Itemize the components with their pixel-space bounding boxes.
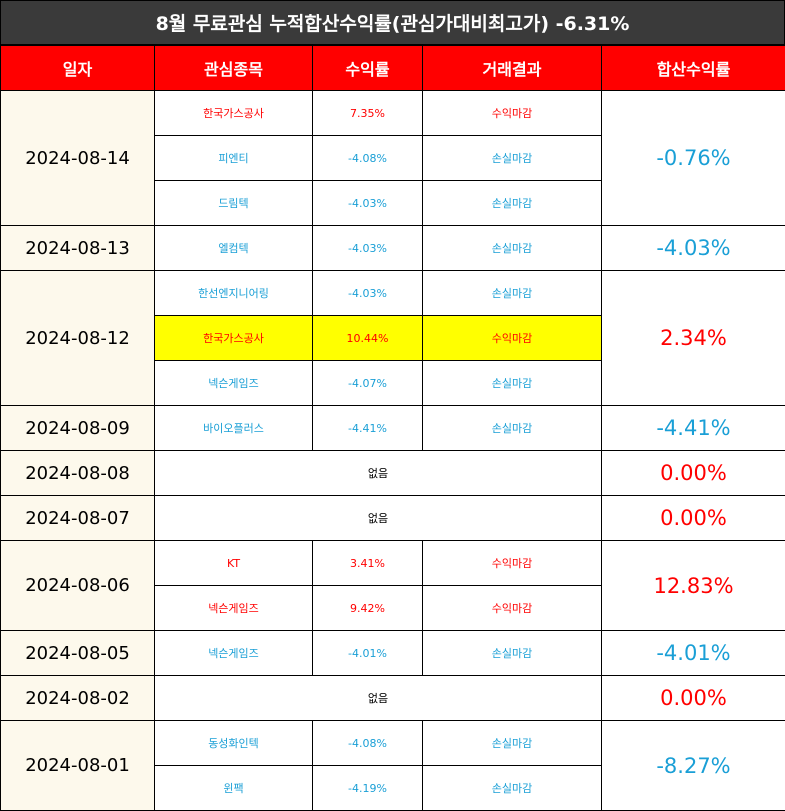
stock-cell: 윈팩 <box>154 765 313 811</box>
date-cell: 2024-08-02 <box>0 675 155 721</box>
stock-cell: KT <box>154 540 313 586</box>
return-cell: -4.19% <box>312 765 423 811</box>
stock-cell: 넥슨게임즈 <box>154 585 313 631</box>
result-cell: 수익마감 <box>422 540 602 586</box>
return-cell: -4.03% <box>312 225 423 271</box>
table-row: 한국가스공사 10.44% 수익마감 <box>1 315 785 361</box>
return-cell: 9.42% <box>312 585 423 631</box>
header-return: 수익률 <box>312 45 423 91</box>
table-row: 드림텍 -4.03% 손실마감 <box>1 180 785 226</box>
header-total: 합산수익률 <box>601 45 785 91</box>
total-return-cell: -8.27% <box>601 720 785 811</box>
page-title: 8월 무료관심 누적합산수익률(관심가대비최고가) -6.31% <box>0 0 785 45</box>
table-row: 윈팩 -4.19% 손실마감 <box>1 765 785 811</box>
table-row: 피엔티 -4.08% 손실마감 <box>1 135 785 181</box>
result-cell: 손실마감 <box>422 720 602 766</box>
return-cell: -4.08% <box>312 720 423 766</box>
stock-cell: 드림텍 <box>154 180 313 226</box>
total-return-cell: 12.83% <box>601 540 785 631</box>
table-row: 2024-08-08 없음 0.00% <box>0 450 785 496</box>
date-cell: 2024-08-14 <box>0 90 155 226</box>
table-row: 2024-08-09 바이오플러스 -4.41% 손실마감 -4.41% <box>0 405 785 451</box>
header-date: 일자 <box>0 45 155 91</box>
table-row: 2024-08-06 KT 3.41% 수익마감 12.83% <box>0 540 785 631</box>
table-row: 넥슨게임즈 -4.07% 손실마감 <box>1 360 785 406</box>
date-cell: 2024-08-09 <box>0 405 155 451</box>
total-return-cell: 0.00% <box>601 450 785 496</box>
result-cell: 손실마감 <box>422 180 602 226</box>
return-cell: -4.07% <box>312 360 423 406</box>
date-cell: 2024-08-05 <box>0 630 155 676</box>
total-return-cell: 0.00% <box>601 675 785 721</box>
stock-cell: 넥슨게임즈 <box>154 360 313 406</box>
stock-cell: 한국가스공사 <box>154 90 313 136</box>
result-cell: 수익마감 <box>422 90 602 136</box>
header-stock: 관심종목 <box>154 45 313 91</box>
stock-cell: 한선엔지니어링 <box>154 270 313 316</box>
table-header-row: 일자 관심종목 수익률 거래결과 합산수익률 <box>0 45 785 91</box>
return-cell: -4.08% <box>312 135 423 181</box>
header-result: 거래결과 <box>422 45 602 91</box>
date-cell: 2024-08-13 <box>0 225 155 271</box>
stock-cell: 넥슨게임즈 <box>154 630 313 676</box>
no-trade-cell: 없음 <box>154 450 602 496</box>
return-cell: -4.03% <box>312 180 423 226</box>
total-return-cell: -4.01% <box>601 630 785 676</box>
date-cell: 2024-08-01 <box>0 720 155 811</box>
stock-cell: 바이오플러스 <box>154 405 313 451</box>
table-row: 2024-08-02 없음 0.00% <box>0 675 785 721</box>
date-cell: 2024-08-06 <box>0 540 155 631</box>
table-row: 2024-08-14 한국가스공사 7.35% 수익마감 -0.76% <box>0 90 785 226</box>
return-cell: -4.41% <box>312 405 423 451</box>
date-cell: 2024-08-12 <box>0 270 155 406</box>
date-cell: 2024-08-08 <box>0 450 155 496</box>
no-trade-cell: 없음 <box>154 495 602 541</box>
table-row: 2024-08-01 동성화인텍 -4.08% 손실마감 -8.27% <box>0 720 785 811</box>
table-row: 2024-08-13 엘컴텍 -4.03% 손실마감 -4.03% <box>0 225 785 271</box>
total-return-cell: -0.76% <box>601 90 785 226</box>
return-cell: -4.01% <box>312 630 423 676</box>
return-cell: 7.35% <box>312 90 423 136</box>
total-return-cell: -4.41% <box>601 405 785 451</box>
table-row: 넥슨게임즈 9.42% 수익마감 <box>1 585 785 631</box>
table-body: 2024-08-14 한국가스공사 7.35% 수익마감 -0.76% 피엔티 -4.08%… <box>0 90 785 811</box>
result-cell: 손실마감 <box>422 630 602 676</box>
no-trade-cell: 없음 <box>154 675 602 721</box>
result-cell: 손실마감 <box>422 135 602 181</box>
table-row: 2024-08-05 넥슨게임즈 -4.01% 손실마감 -4.01% <box>0 630 785 676</box>
return-cell: 3.41% <box>312 540 423 586</box>
date-cell: 2024-08-07 <box>0 495 155 541</box>
result-cell: 수익마감 <box>422 585 602 631</box>
stock-cell: 한국가스공사 <box>154 315 313 361</box>
stock-cell: 피엔티 <box>154 135 313 181</box>
stock-cell: 동성화인텍 <box>154 720 313 766</box>
total-return-cell: -4.03% <box>601 225 785 271</box>
stock-cell: 엘컴텍 <box>154 225 313 271</box>
returns-table: 일자 관심종목 수익률 거래결과 합산수익률 2024-08-14 한국가스공사 7… <box>0 45 785 811</box>
table-row: 2024-08-12 한선엔지니어링 -4.03% 손실마감 2.34% <box>0 270 785 406</box>
table-row: 2024-08-07 없음 0.00% <box>0 495 785 541</box>
return-cell: -4.03% <box>312 270 423 316</box>
result-cell: 수익마감 <box>422 315 602 361</box>
result-cell: 손실마감 <box>422 225 602 271</box>
result-cell: 손실마감 <box>422 405 602 451</box>
result-cell: 손실마감 <box>422 765 602 811</box>
total-return-cell: 2.34% <box>601 270 785 406</box>
result-cell: 손실마감 <box>422 360 602 406</box>
result-cell: 손실마감 <box>422 270 602 316</box>
total-return-cell: 0.00% <box>601 495 785 541</box>
return-cell: 10.44% <box>312 315 423 361</box>
